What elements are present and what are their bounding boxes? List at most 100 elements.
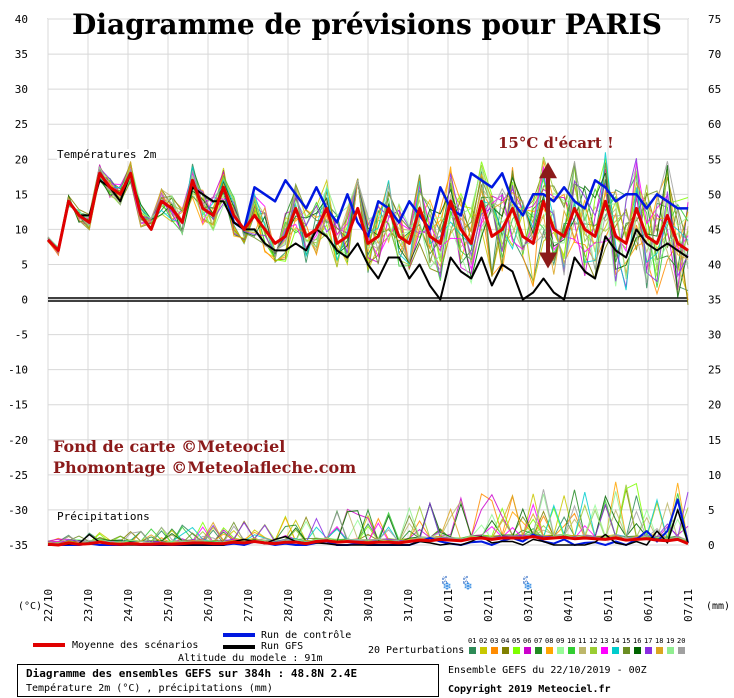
perturbation-swatch	[480, 647, 487, 654]
precip-tick-label: 15	[708, 434, 721, 447]
temp-tick-label: 0	[21, 294, 28, 307]
perturbation-number: 20	[677, 637, 686, 645]
temp-tick-label: -35	[8, 539, 28, 552]
temp-tick-label: -15	[8, 399, 28, 412]
perturbation-number: 16	[633, 637, 642, 645]
perturbation-number: 01	[468, 637, 477, 645]
date-tick-label: 25/10	[162, 589, 175, 622]
spread-arrow-head-up	[539, 162, 557, 179]
perturbation-swatch	[469, 647, 476, 654]
temp-tick-label: -25	[8, 469, 28, 482]
info-box: Diagramme des ensembles GEFS sur 384h : …	[17, 664, 439, 697]
precip-tick-label: 70	[708, 48, 721, 61]
snowflake-icon: ❄	[463, 580, 472, 593]
date-tick-label: 06/11	[642, 589, 655, 622]
perturbation-swatch	[546, 647, 553, 654]
temp-tick-label: 25	[15, 118, 28, 131]
perturbation-number: 14	[611, 637, 620, 645]
legend-mean-swatch	[33, 643, 65, 647]
info-line-1: Diagramme des ensembles GEFS sur 384h : …	[26, 667, 358, 680]
date-tick-label: 29/10	[322, 589, 335, 622]
model-altitude: Altitude du modele : 91m	[178, 653, 323, 664]
perturbation-number: 09	[556, 637, 565, 645]
precip-tick-label: 0	[708, 539, 715, 552]
perturbation-number: 08	[545, 637, 554, 645]
precip-tick-label: 40	[708, 258, 721, 271]
perturbation-number: 11	[578, 637, 587, 645]
axis-labels: 40 35 30 25 20 15 10 50 -5 -10 -15 -20 -25 -30 -35 75 70…	[8, 13, 730, 622]
perturbation-swatch	[502, 647, 509, 654]
chart-grid	[47, 18, 689, 546]
snow-indicators: 5%❄ 5%❄ 5%❄	[441, 575, 533, 593]
precip-tick-label: 50	[708, 188, 721, 201]
perturbation-swatch	[579, 647, 586, 654]
legend-gfs-label: Run GFS	[261, 641, 304, 652]
date-tick-label: 24/10	[122, 589, 135, 622]
copyright: Copyright 2019 Meteociel.fr	[448, 684, 611, 695]
perturbation-swatch	[557, 647, 564, 654]
credit-photomontage: Phomontage ©Meteolafleche.com	[53, 458, 357, 477]
perturbation-number: 03	[490, 637, 499, 645]
precip-tick-label: 20	[708, 399, 721, 412]
temp-tick-label: -20	[8, 434, 28, 447]
perturbation-number: 15	[622, 637, 631, 645]
info-line-2: Température 2m (°C) , précipitations (mm…	[26, 683, 273, 694]
perturbation-number: 10	[567, 637, 576, 645]
temp-tick-label: 40	[15, 13, 28, 26]
perturbation-number: 07	[534, 637, 543, 645]
perturbation-swatch	[491, 647, 498, 654]
temp-tick-label: 35	[15, 48, 28, 61]
perturbation-number: 12	[589, 637, 598, 645]
date-tick-label: 31/10	[402, 589, 415, 622]
perturbation-swatch	[590, 647, 597, 654]
date-tick-label: 05/11	[602, 589, 615, 622]
right-axis-unit: (mm)	[706, 601, 730, 612]
ensemble-run-info: Ensemble GEFS du 22/10/2019 - 00Z	[448, 665, 647, 676]
perturbation-swatch	[513, 647, 520, 654]
precip-tick-label: 35	[708, 294, 721, 307]
perturbation-number: 13	[600, 637, 609, 645]
spread-arrow-head-down	[539, 252, 557, 269]
precip-tick-label: 10	[708, 469, 721, 482]
spread-arrow	[539, 162, 557, 269]
date-tick-label: 03/11	[522, 589, 535, 622]
left-axis-unit: (°C)	[18, 601, 42, 612]
perturbation-line	[47, 165, 689, 280]
precip-tick-label: 75	[708, 13, 721, 26]
perturbation-precip-line	[48, 489, 689, 545]
date-tick-label: 26/10	[202, 589, 215, 622]
perturbation-swatch	[667, 647, 674, 654]
temp-tick-label: 30	[15, 83, 28, 96]
date-tick-label: 04/11	[562, 589, 575, 622]
precip-tick-label: 65	[708, 83, 721, 96]
mean-precipitation-line	[47, 535, 689, 547]
perturbation-swatch	[623, 647, 630, 654]
legend-control-label: Run de contrôle	[261, 630, 352, 641]
legend-perturbations-label: 20 Perturbations	[368, 645, 465, 656]
perturbation-number: 06	[523, 637, 532, 645]
temp-tick-label: -30	[8, 504, 28, 517]
perturbation-swatch	[656, 647, 663, 654]
perturbation-swatch	[645, 647, 652, 654]
main-series-lines	[46, 171, 689, 547]
perturbation-swatch	[568, 647, 575, 654]
temp-tick-label: -10	[8, 364, 28, 377]
snow-probability-label: 5%	[462, 575, 470, 584]
perturbation-number: 04	[501, 637, 510, 645]
mean-temperature-line	[46, 171, 689, 252]
snow-probability-label: 5%	[441, 575, 449, 584]
temp-tick-label: -5	[15, 329, 28, 342]
date-tick-label: 01/11	[442, 589, 455, 622]
perturbation-swatch	[524, 647, 531, 654]
date-tick-label: 23/10	[82, 589, 95, 622]
precip-tick-label: 45	[708, 223, 721, 236]
snowflake-icon: ❄	[523, 580, 532, 593]
temperature-panel-label: Températures 2m	[57, 148, 157, 161]
date-tick-label: 28/10	[282, 589, 295, 622]
perturbation-number: 17	[644, 637, 653, 645]
date-tick-label: 22/10	[42, 589, 55, 622]
perturbation-line	[47, 160, 689, 280]
temp-tick-label: 15	[15, 188, 28, 201]
legend-control-swatch	[223, 633, 255, 637]
